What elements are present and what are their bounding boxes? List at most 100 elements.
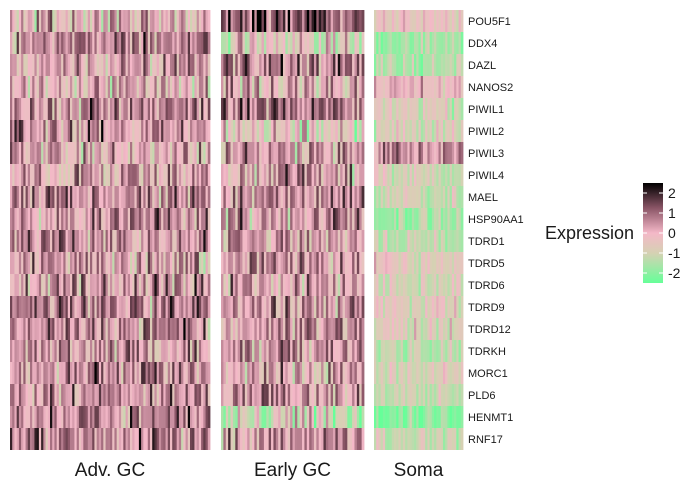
heatmap-cell — [249, 362, 253, 384]
heatmap-cell — [221, 318, 224, 340]
heatmap-cell — [278, 252, 281, 274]
heatmap-cell — [405, 54, 408, 76]
heatmap-cell — [107, 340, 111, 362]
heatmap-cell — [359, 120, 363, 142]
heatmap-cell — [422, 54, 426, 76]
heatmap-cell — [101, 10, 104, 32]
heatmap-cell — [290, 186, 293, 208]
heatmap-cell — [201, 296, 204, 318]
heatmap-cell — [65, 98, 69, 120]
heatmap-cell — [232, 32, 236, 54]
heatmap-cell — [374, 252, 377, 274]
heatmap-cell — [287, 406, 291, 428]
heatmap-cell — [154, 318, 158, 340]
heatmap-cell — [183, 10, 186, 32]
heatmap-cell — [273, 10, 277, 32]
heatmap-cell — [67, 142, 71, 164]
heatmap-cell — [38, 428, 42, 450]
heatmap-cell — [52, 54, 55, 76]
heatmap-cell — [378, 406, 382, 428]
heatmap-cell — [335, 252, 339, 274]
heatmap-cell — [398, 252, 402, 274]
heatmap-cell — [449, 384, 453, 406]
heatmap-cell — [147, 32, 151, 54]
heatmap-cell — [123, 10, 126, 32]
heatmap-cell — [361, 428, 365, 450]
heatmap-cell — [254, 384, 258, 406]
heatmap-cell — [256, 76, 260, 98]
heatmap-cell — [427, 384, 431, 406]
heatmap-cell — [138, 340, 142, 362]
heatmap-cell — [87, 318, 91, 340]
heatmap-cell — [161, 142, 164, 164]
heatmap-cell — [328, 164, 332, 186]
heatmap-cell — [183, 208, 186, 230]
heatmap-cell — [176, 208, 180, 230]
heatmap-cell — [30, 10, 33, 32]
heatmap-cell — [58, 296, 62, 318]
heatmap-cell — [225, 362, 229, 384]
heatmap-cell — [78, 340, 82, 362]
heatmap-cell — [347, 230, 351, 252]
heatmap-cell — [287, 340, 291, 362]
heatmap-cell — [176, 32, 180, 54]
heatmap-cell — [290, 142, 293, 164]
heatmap-cell — [299, 98, 303, 120]
heatmap-cell — [21, 252, 24, 274]
heatmap-cell — [63, 428, 66, 450]
heatmap-cell — [416, 120, 419, 142]
heatmap-cell — [61, 120, 64, 142]
heatmap-cell — [402, 318, 406, 340]
heatmap-cell — [52, 76, 55, 98]
heatmap-cell — [56, 274, 60, 296]
heatmap-cell — [273, 120, 277, 142]
heatmap-cell — [138, 54, 142, 76]
heatmap-cell — [36, 142, 40, 164]
heatmap-cell — [354, 98, 358, 120]
heatmap-cell — [251, 318, 255, 340]
heatmap-cell — [335, 186, 339, 208]
heatmap-cell — [41, 340, 44, 362]
heatmap-cell — [101, 186, 104, 208]
heatmap-cell — [280, 362, 284, 384]
heatmap-cell — [321, 296, 324, 318]
heatmap-cell — [411, 186, 415, 208]
heatmap-cell — [359, 318, 363, 340]
heatmap-cell — [107, 208, 111, 230]
heatmap-cell — [268, 10, 272, 32]
heatmap-cell — [183, 318, 186, 340]
heatmap-cell — [16, 252, 20, 274]
heatmap-cell — [81, 406, 84, 428]
heatmap-cell — [30, 76, 33, 98]
heatmap-cell — [374, 230, 377, 252]
heatmap-cell — [440, 230, 444, 252]
heatmap-cell — [110, 230, 113, 252]
heatmap-cell — [83, 142, 86, 164]
heatmap-cell — [201, 340, 204, 362]
heatmap-cell — [152, 186, 155, 208]
heatmap-cell — [242, 32, 246, 54]
heatmap-cell — [43, 428, 46, 450]
heatmap-cell — [123, 76, 126, 98]
heatmap-cell — [285, 32, 289, 54]
heatmap-cell — [460, 362, 464, 384]
heatmap-cell — [221, 230, 224, 252]
heatmap-cell — [261, 32, 265, 54]
heatmap-cell — [387, 340, 390, 362]
heatmap-cell — [65, 340, 69, 362]
heatmap-cell — [30, 252, 33, 274]
heatmap-cell — [422, 340, 426, 362]
heatmap-cell — [414, 208, 417, 230]
heatmap-cell — [445, 318, 448, 340]
heatmap-cell — [130, 142, 133, 164]
heatmap-cell — [306, 428, 310, 450]
heatmap-cell — [280, 230, 284, 252]
heatmap-cell — [416, 362, 419, 384]
heatmap-cell — [110, 340, 113, 362]
heatmap-cell — [190, 362, 193, 384]
heatmap-cell — [194, 32, 198, 54]
heatmap-cell — [105, 274, 109, 296]
heatmap-cell — [54, 274, 58, 296]
heatmap-cell — [247, 428, 250, 450]
heatmap-cell — [456, 76, 459, 98]
